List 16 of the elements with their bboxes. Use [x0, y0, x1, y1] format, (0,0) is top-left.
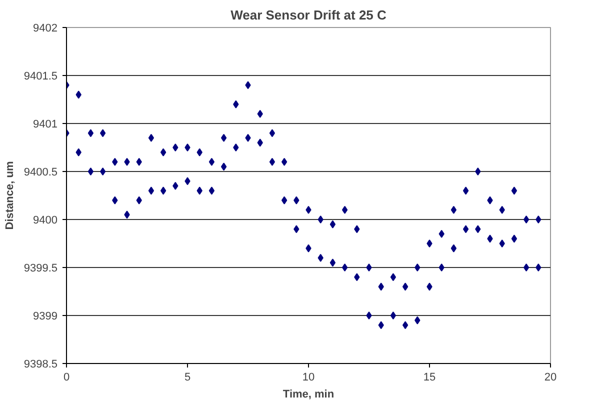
x-tick-label: 0: [63, 372, 70, 384]
y-tick-label: 9401: [33, 118, 58, 130]
x-tick-label: 5: [184, 372, 191, 384]
x-axis-title: Time, min: [282, 388, 334, 400]
x-tick-label: 20: [544, 372, 557, 384]
y-tick-label: 9398.5: [24, 358, 58, 370]
y-tick-label: 9400.5: [24, 166, 58, 178]
y-axis-title: Distance, um: [4, 161, 16, 230]
y-tick-label: 9402: [33, 22, 58, 34]
chart-title: Wear Sensor Drift at 25 C: [230, 8, 388, 22]
y-tick-label: 9399.5: [24, 262, 58, 274]
y-tick-label: 9399: [33, 310, 58, 322]
y-tick-label: 9400: [33, 214, 58, 226]
y-tick-label: 9401.5: [24, 70, 58, 82]
x-tick-label: 15: [423, 372, 436, 384]
x-tick-label: 10: [302, 372, 315, 384]
